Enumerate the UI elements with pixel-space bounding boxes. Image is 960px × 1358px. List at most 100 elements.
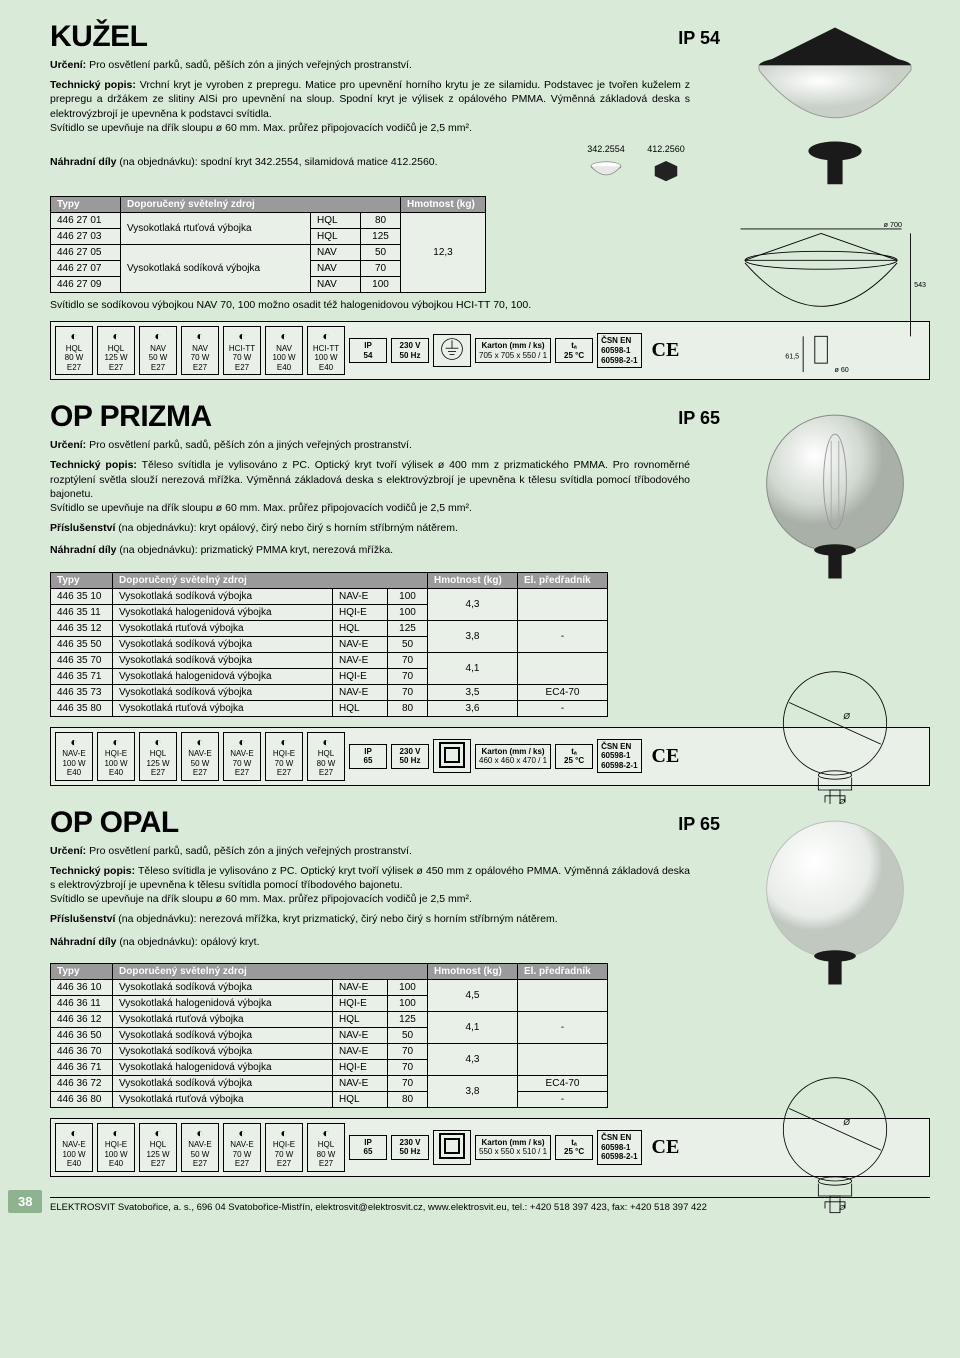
spare-text: Náhradní díly (na objednávku): spodní kr…	[50, 155, 570, 169]
table-cell: -	[518, 1011, 608, 1043]
table-header: Hmotnost (kg)	[401, 197, 486, 213]
sphere-dim-svg: Ø Ø	[760, 660, 910, 820]
table-cell: 70	[388, 1059, 428, 1075]
tech-text: Těleso svítidla je vylisováno z PC. Opti…	[50, 459, 690, 514]
product-title: KUŽEL	[50, 20, 148, 54]
table-cell: 446 27 01	[51, 213, 121, 229]
voltage-badge: 230 V 50 Hz	[391, 338, 429, 363]
sphere-dim-svg: Ø Ø	[760, 1066, 910, 1226]
table-cell: NAV-E	[333, 1043, 388, 1059]
table-header: El. předřadník	[518, 572, 608, 588]
table-cell: 4,5	[428, 979, 518, 1011]
dimension-diagram: Ø Ø	[760, 660, 910, 823]
table-cell: Vysokotlaká sodíková výbojka	[113, 1075, 333, 1091]
lamp-icon: HQL80 WE27	[307, 732, 345, 781]
table-cell: HQL	[311, 213, 361, 229]
temp-badge: tₐ25 °C	[555, 744, 593, 769]
tech-text: Těleso svítidla je vylisováno z PC. Opti…	[50, 865, 690, 905]
ip-badge: IP 65	[349, 744, 387, 769]
product-photo	[740, 804, 930, 997]
table-header: Hmotnost (kg)	[428, 963, 518, 979]
lamp-icon: HQL80 WE27	[307, 1123, 345, 1172]
table-cell: 446 36 12	[51, 1011, 113, 1027]
purpose-label: Určení:	[50, 439, 86, 451]
table-cell: 80	[388, 700, 428, 716]
table-header: Doporučený světelný zdroj	[113, 963, 428, 979]
table-cell: Vysokotlaká sodíková výbojka	[113, 1027, 333, 1043]
table-cell: HQL	[333, 700, 388, 716]
table-cell: NAV-E	[333, 636, 388, 652]
table-cell: 446 35 10	[51, 588, 113, 604]
table-cell: NAV-E	[333, 684, 388, 700]
table-cell: 446 36 10	[51, 979, 113, 995]
table-cell: NAV-E	[333, 652, 388, 668]
table-header: Typy	[51, 572, 113, 588]
table-row: 446 36 12Vysokotlaká rtuťová výbojkaHQL1…	[51, 1011, 608, 1027]
purpose-label: Určení:	[50, 845, 86, 857]
table-header: Hmotnost (kg)	[428, 572, 518, 588]
table-cell: 70	[361, 261, 401, 277]
lamp-icon: NAV-E100 WE40	[55, 732, 93, 781]
svg-text:61,5: 61,5	[785, 353, 799, 361]
ce-mark-icon: CE	[646, 339, 686, 362]
table-cell: 446 35 12	[51, 620, 113, 636]
spare-text: Náhradní díly (na objednávku): prizmatic…	[50, 543, 580, 557]
lamp-icon: NAV-E70 WE27	[223, 1123, 261, 1172]
tech-text: Vrchní kryt je vyroben z prepregu. Matic…	[50, 79, 690, 134]
table-row: 446 35 80Vysokotlaká rtuťová výbojkaHQL8…	[51, 700, 608, 716]
table-cell: -	[518, 620, 608, 652]
table-cell: HQL	[333, 1091, 388, 1107]
table-cell: 446 36 72	[51, 1075, 113, 1091]
table-cell: 446 36 70	[51, 1043, 113, 1059]
table-row: 446 35 10Vysokotlaká sodíková výbojkaNAV…	[51, 588, 608, 604]
table-cell: HQL	[333, 620, 388, 636]
table-cell: NAV-E	[333, 979, 388, 995]
table-cell: 446 27 09	[51, 277, 121, 293]
table-cell: 12,3	[401, 213, 486, 293]
norm-badge: ČSN EN 60598-1 60598-2-1	[597, 739, 641, 774]
lamp-icon: NAV50 WE27	[139, 326, 177, 375]
lamp-icon: HQL125 WE27	[139, 732, 177, 781]
ip-rating: IP 54	[678, 28, 720, 49]
temp-badge: tₐ25 °C	[555, 338, 593, 363]
table-cell: HQI-E	[333, 1059, 388, 1075]
table-cell	[518, 979, 608, 1011]
table-cell: 80	[388, 1091, 428, 1107]
ip-rating: IP 65	[678, 814, 720, 835]
table-cell: -	[518, 700, 608, 716]
product-photo	[740, 18, 930, 211]
norm-badge: ČSN EN 60598-1 60598-2-1	[597, 333, 641, 368]
lamp-icon: NAV-E50 WE27	[181, 1123, 219, 1172]
table-header: Doporučený světelný zdroj	[113, 572, 428, 588]
kuzel-photo-svg	[740, 18, 930, 208]
accessories-text: Příslušenství (na objednávku): kryt opál…	[50, 521, 690, 535]
table-cell: 50	[388, 636, 428, 652]
table-cell: Vysokotlaká halogenidová výbojka	[113, 1059, 333, 1075]
svg-text:543: 543	[914, 281, 926, 289]
product-section: OP PRIZMA IP 65 Ø Ø Určení: Pro osvětlen…	[50, 400, 930, 785]
table-cell: HQI-E	[333, 995, 388, 1011]
table-cell: 446 27 03	[51, 229, 121, 245]
lamp-icon: HQI-E100 WE40	[97, 1123, 135, 1172]
product-title: OP PRIZMA	[50, 400, 212, 434]
product-section: KUŽEL IP 54 ø 700 543 61,5 ø 60 Určení: …	[50, 20, 930, 380]
table-cell: Vysokotlaká rtuťová výbojka	[121, 213, 311, 245]
ce-mark-icon: CE	[646, 745, 686, 768]
table-cell: 125	[388, 1011, 428, 1027]
table-row: 446 27 01Vysokotlaká rtuťová výbojkaHQL8…	[51, 213, 486, 229]
table-cell: Vysokotlaká sodíková výbojka	[113, 588, 333, 604]
table-cell: 125	[361, 229, 401, 245]
ip-badge: IP 54	[349, 338, 387, 363]
tech-label: Technický popis:	[50, 79, 136, 91]
lamp-icon: HQI-E100 WE40	[97, 732, 135, 781]
table-cell: 100	[388, 588, 428, 604]
table-header: El. předřadník	[518, 963, 608, 979]
purpose-text: Pro osvětlení parků, sadů, pěších zón a …	[89, 439, 412, 451]
table-cell: 70	[388, 1075, 428, 1091]
table-cell: Vysokotlaká rtuťová výbojka	[113, 1011, 333, 1027]
norm-badge: ČSN EN 60598-1 60598-2-1	[597, 1130, 641, 1165]
lamp-icon: HQI-E70 WE27	[265, 1123, 303, 1172]
table-cell: 446 27 05	[51, 245, 121, 261]
table-row: 446 36 10Vysokotlaká sodíková výbojkaNAV…	[51, 979, 608, 995]
lamp-icon: HQL80 WE27	[55, 326, 93, 375]
